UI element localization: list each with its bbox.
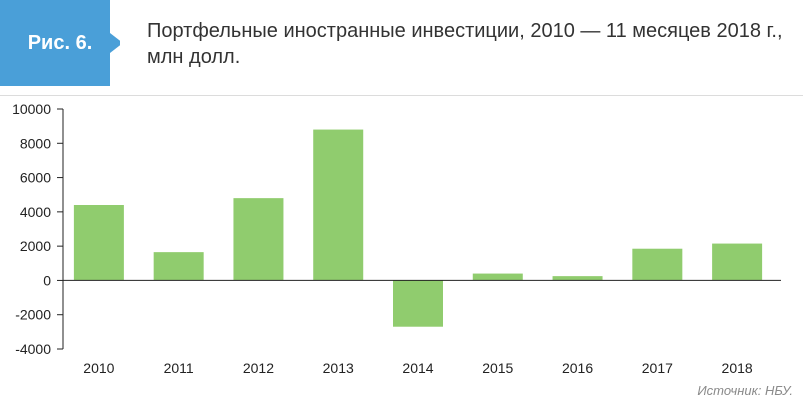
x-tick-label: 2011 xyxy=(164,360,194,376)
bar-2010 xyxy=(73,205,124,281)
source-note: Источник: НБУ. xyxy=(697,383,793,398)
y-tick-label: -2000 xyxy=(15,307,51,323)
bar-2012 xyxy=(233,198,284,281)
bar-2011 xyxy=(153,252,204,281)
x-tick-label: 2015 xyxy=(482,360,513,376)
chart-title: Портфельные иностранные инвестиции, 2010… xyxy=(147,20,783,68)
bar-chart: 10000 8000 6000 4000 2000 0 -2000 -4000 2010 2011… xyxy=(12,101,781,376)
x-tick-label: 2014 xyxy=(402,360,433,376)
y-tick-label: 10000 xyxy=(12,101,51,117)
bar-2016 xyxy=(552,276,603,281)
bar-2017 xyxy=(632,248,683,281)
x-tick-label: 2016 xyxy=(562,360,593,376)
figure-badge: Рис. 6. xyxy=(0,0,120,86)
y-tick-label: 8000 xyxy=(20,135,51,151)
bar-2015 xyxy=(472,273,523,281)
x-tick-label: 2012 xyxy=(243,360,274,376)
x-tick-label: 2017 xyxy=(642,360,673,376)
x-tick-label: 2010 xyxy=(83,360,114,376)
bar-2014 xyxy=(393,280,443,327)
bar-2013 xyxy=(313,129,364,281)
y-tick-label: 0 xyxy=(43,272,51,288)
figure-number: Рис. 6. xyxy=(27,31,93,54)
x-tick-label: 2013 xyxy=(323,360,354,376)
badge-shape xyxy=(0,0,120,86)
y-tick-label: 6000 xyxy=(20,170,51,186)
bar-2018 xyxy=(712,243,763,281)
chart-area: 10000 8000 6000 4000 2000 0 -2000 -4000 2010 2011… xyxy=(0,95,803,402)
x-tick-label: 2018 xyxy=(722,360,753,376)
y-tick-label: 4000 xyxy=(20,204,51,220)
y-tick-label: 2000 xyxy=(20,238,51,254)
y-tick-label: -4000 xyxy=(15,341,51,357)
